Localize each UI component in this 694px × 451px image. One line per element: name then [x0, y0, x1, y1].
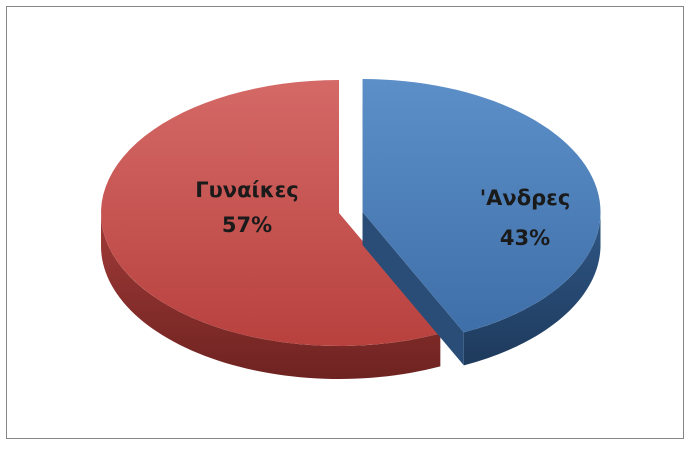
pie-slice-face-men: [362, 212, 464, 366]
pie-slice-side-men: [463, 212, 601, 366]
slice-value-women: 57%: [222, 213, 272, 237]
slice-value-men: 43%: [500, 226, 550, 250]
slice-label-men: 'Ανδρες: [480, 186, 571, 210]
pie-slice-side-women: [101, 213, 441, 379]
pie-slice-women: [101, 80, 441, 346]
pie-slice-men: [362, 79, 601, 333]
slice-label-women: Γυναίκες: [195, 178, 299, 202]
